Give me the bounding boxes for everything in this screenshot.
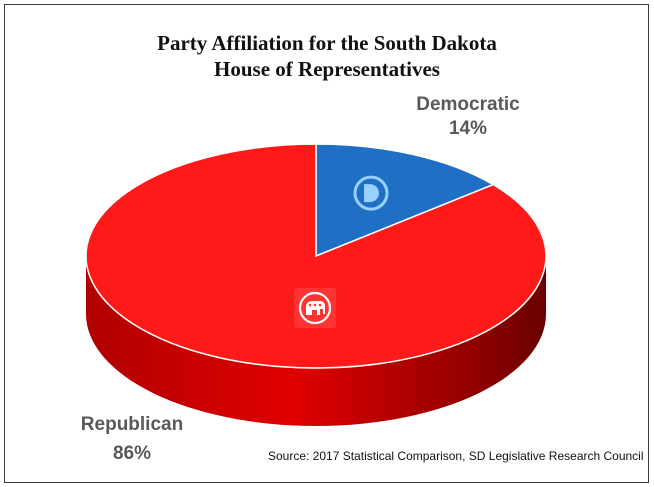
elephant-star-3 — [318, 303, 322, 307]
chart-title-line-2: House of Representatives — [214, 57, 440, 81]
source-note: Source: 2017 Statistical Comparison, SD … — [268, 449, 644, 463]
democratic-d-icon — [353, 175, 389, 211]
slice-label-republican: Republican 86% — [62, 413, 202, 466]
pie-rim — [85, 143, 547, 369]
democratic-name: Democratic — [416, 94, 520, 115]
democratic-d-letter — [364, 184, 380, 203]
republican-percent: 86% — [112, 443, 152, 464]
slice-label-democratic: Democratic 14% — [398, 93, 538, 141]
pie-side-band — [86, 256, 546, 426]
democratic-percent: 14% — [448, 118, 488, 139]
elephant-star-2 — [313, 303, 317, 307]
elephant-star-1 — [308, 303, 312, 307]
elephant-ring — [298, 291, 332, 325]
chart-title-line-1: Party Affiliation for the South Dakota — [157, 31, 497, 55]
republican-name: Republican — [80, 414, 184, 435]
